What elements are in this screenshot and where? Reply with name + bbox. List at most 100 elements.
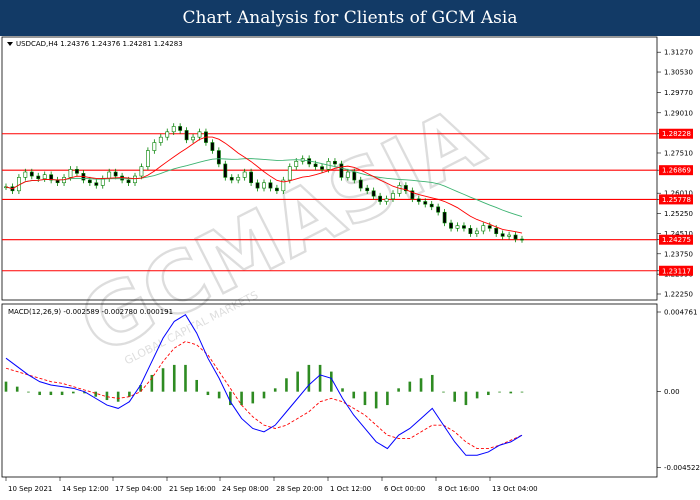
candle-body — [468, 228, 473, 234]
macd-histogram-bar — [60, 391, 64, 396]
candle-body — [249, 171, 254, 184]
price-axis-label: 1.26010 — [664, 190, 693, 198]
price-axis-label: 1.31270 — [664, 49, 693, 57]
macd-histogram-bar — [251, 391, 255, 404]
macd-histogram-bar — [161, 368, 165, 392]
level-price-tag — [659, 234, 693, 245]
candle-body — [42, 174, 47, 180]
candle-body — [152, 142, 157, 151]
macd-histogram-bar — [94, 391, 98, 397]
macd-histogram-bar — [116, 391, 120, 402]
candle-body — [345, 171, 350, 178]
macd-histogram-bar — [318, 364, 322, 392]
candle-body — [23, 171, 28, 178]
candle-body — [378, 195, 383, 202]
time-axis-label: 24 Sep 08:00 — [222, 485, 269, 493]
time-axis-label: 6 Oct 00:00 — [384, 485, 425, 493]
candle-body — [287, 166, 292, 181]
symbol-info: USDCAD,H4 1.24376 1.24376 1.24281 1.2428… — [16, 40, 183, 48]
candle-body — [384, 198, 389, 202]
macd-histogram-bar — [453, 391, 456, 402]
macd-histogram-bar — [195, 379, 198, 392]
macd-histogram-bar — [217, 391, 221, 399]
macd-histogram-bar — [520, 391, 524, 393]
macd-histogram-bar — [430, 374, 434, 392]
price-axis-label: 1.30530 — [664, 69, 693, 77]
macd-axis-label: 0.00 — [664, 388, 680, 396]
candle-body — [358, 179, 363, 189]
candle-body — [423, 201, 428, 205]
candle-body — [268, 182, 273, 189]
candle-body — [391, 193, 395, 200]
macd-histogram-bar — [296, 371, 299, 392]
candle-body — [100, 178, 105, 186]
candle-body — [178, 126, 183, 131]
candle-body — [255, 182, 260, 189]
time-axis-label: 14 Sep 12:00 — [62, 485, 109, 493]
candle-body — [55, 179, 60, 184]
macd-histogram-bar — [184, 364, 187, 392]
time-axis-label: 13 Oct 04:00 — [492, 485, 538, 493]
candle-body — [87, 179, 92, 184]
candle-body — [333, 160, 337, 165]
macd-panel — [1, 303, 658, 478]
candle-body — [197, 131, 202, 138]
price-axis-label: 1.29770 — [664, 89, 693, 97]
candle-body — [462, 225, 466, 229]
candle-body — [171, 126, 176, 133]
candle-body — [36, 175, 41, 180]
macd-histogram-bar — [273, 388, 277, 392]
macd-histogram-bar — [419, 378, 423, 392]
candle-body — [294, 160, 299, 167]
candle-body — [371, 190, 376, 197]
candle-body — [223, 163, 228, 178]
price-axis-label: 1.29010 — [664, 109, 693, 117]
macd-histogram-bar — [15, 386, 19, 392]
price-axis-label: 1.25250 — [664, 210, 693, 218]
level-price-tag — [659, 128, 693, 139]
macd-histogram-bar — [229, 391, 232, 406]
macd-histogram-bar — [509, 391, 513, 394]
candle-body — [507, 234, 512, 237]
page-title: Chart Analysis for Clients of GCM Asia — [0, 0, 700, 36]
candle-body — [158, 136, 163, 143]
ma-fast-line — [5, 136, 523, 234]
candle-body — [313, 163, 318, 167]
candle-body — [184, 130, 189, 141]
price-axis-label: 1.24510 — [664, 230, 693, 238]
macd-histogram-bar — [330, 371, 333, 392]
macd-histogram-bar — [363, 391, 367, 406]
candle-body — [494, 228, 499, 234]
candle-body — [339, 163, 344, 178]
macd-histogram-bar — [206, 391, 210, 396]
macd-histogram-bar — [475, 391, 479, 399]
candle-body — [481, 225, 486, 232]
price-axis-label: 1.23750 — [664, 250, 693, 258]
symbol-dropdown-icon[interactable] — [7, 42, 13, 46]
macd-histogram-bar — [27, 391, 30, 393]
candle-body — [455, 225, 460, 229]
level-price-label: 1.23117 — [662, 267, 691, 275]
macd-axis-label: 0.004761 — [664, 308, 697, 316]
candle-body — [126, 179, 131, 184]
time-axis-label: 17 Sep 04:00 — [115, 485, 162, 493]
macd-histogram-bar — [386, 391, 389, 406]
time-axis-label: 1 Oct 12:00 — [330, 485, 371, 493]
candle-body — [365, 187, 370, 192]
candle-body — [474, 230, 479, 234]
time-axis-label: 10 Sep 2021 — [8, 485, 52, 493]
candle-body — [165, 131, 170, 138]
time-axis-label: 8 Oct 16:00 — [438, 485, 479, 493]
candle-body — [29, 171, 34, 177]
level-price-label: 1.25778 — [662, 196, 691, 204]
time-axis-label: 21 Sep 16:00 — [169, 485, 216, 493]
candle-body — [191, 136, 195, 141]
candle-body — [75, 169, 79, 174]
candle-body — [397, 185, 402, 194]
candle-body — [242, 171, 247, 178]
candle-body — [449, 222, 453, 229]
macd-histogram-bar — [397, 388, 400, 392]
level-price-tag — [659, 265, 693, 276]
macd-histogram-bar — [341, 388, 344, 392]
price-chart[interactable]: GCMASIA GLOBAL CAPITAL MARKETS USDCAD,H4… — [0, 36, 700, 500]
